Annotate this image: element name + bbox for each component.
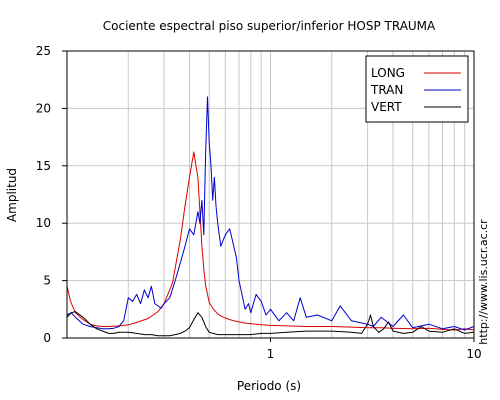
legend-label-tran: TRAN bbox=[370, 83, 403, 97]
legend: LONG TRAN VERT bbox=[365, 55, 469, 123]
x-tick-label: 1 bbox=[267, 347, 275, 361]
source-url: http://www.lis.ucr.ac.cr bbox=[477, 219, 490, 345]
y-tick-label: 0 bbox=[43, 331, 51, 345]
y-tick-label: 20 bbox=[36, 101, 51, 115]
series-layer bbox=[66, 96, 475, 337]
x-axis-label: Periodo (s) bbox=[237, 379, 301, 393]
y-tick-label: 5 bbox=[43, 274, 51, 288]
y-tick-label: 25 bbox=[36, 44, 51, 58]
legend-box bbox=[365, 55, 469, 123]
y-axis-label: Amplitud bbox=[5, 168, 19, 222]
y-tick-label: 15 bbox=[36, 159, 51, 173]
legend-label-vert: VERT bbox=[371, 100, 402, 114]
x-tick-label: 10 bbox=[466, 347, 481, 361]
series-line-vert bbox=[66, 311, 475, 337]
legend-items: LONG TRAN VERT bbox=[370, 66, 461, 114]
chart-title: Cociente espectral piso superior/inferio… bbox=[103, 19, 436, 33]
series-line-tran bbox=[66, 96, 475, 331]
axis-ticks: 0 5 10 15 20 25 1 10 bbox=[36, 44, 482, 361]
legend-label-long: LONG bbox=[371, 66, 405, 80]
y-tick-label: 10 bbox=[36, 216, 51, 230]
